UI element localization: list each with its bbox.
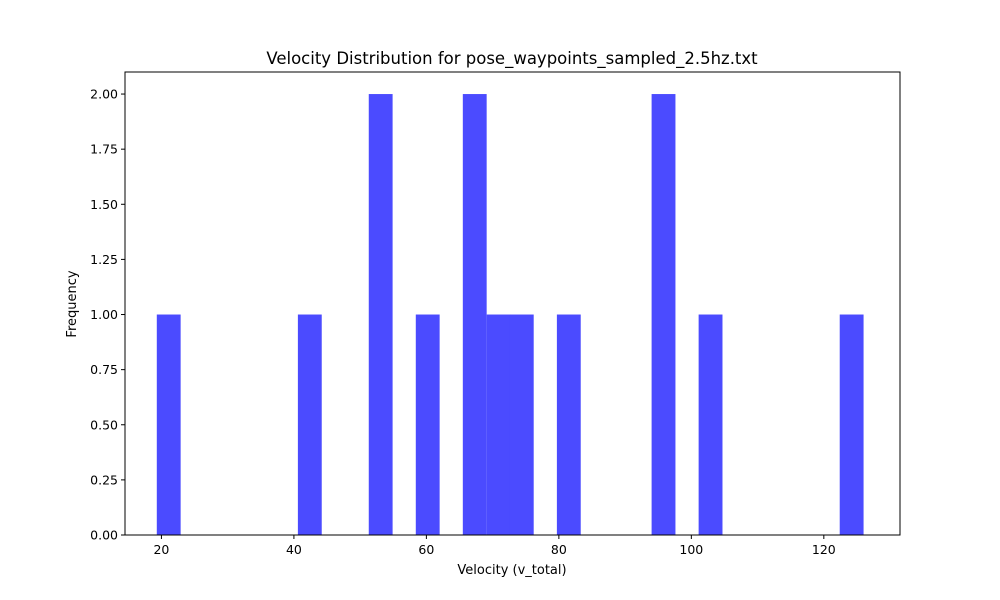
x-tick-label: 100 [679,542,703,557]
plot-frame [124,71,901,536]
y-tick-label: 0.00 [90,528,118,543]
y-tick-label: 1.50 [90,197,118,212]
histogram-bar [509,314,534,535]
chart-title: Velocity Distribution for pose_waypoints… [266,49,758,69]
histogram-bar [839,314,864,535]
bars-group [156,94,864,536]
x-tick-label: 80 [551,542,567,557]
y-axis-label: Frequency [65,270,80,337]
histogram-bar [651,94,676,536]
y-tick-label: 1.75 [90,142,118,157]
y-tick-label: 0.50 [90,417,118,432]
y-tick-label: 2.00 [90,87,118,102]
histogram-bar [698,314,723,535]
x-tick-label: 40 [286,542,302,557]
x-axis-label: Velocity (v_total) [457,563,566,578]
x-tick-label: 120 [812,542,836,557]
x-tick-label: 20 [153,542,169,557]
y-axis-ticks: 0.00 0.25 0.50 0.75 1.00 1.25 1.50 1.75 2.00 [90,87,125,543]
y-tick-label: 0.75 [90,362,118,377]
histogram-bar [297,314,322,535]
y-tick-label: 0.25 [90,472,118,487]
x-axis-ticks: 20 40 60 80 100 120 [153,535,836,557]
histogram-bar [415,314,440,535]
y-tick-label: 1.25 [90,252,118,267]
y-tick-label: 1.00 [90,307,118,322]
x-tick-label: 60 [418,542,434,557]
histogram-bar [462,94,487,536]
histogram-bar [486,314,511,535]
histogram-bar [368,94,393,536]
histogram-bar [156,314,181,535]
histogram-bar [556,314,581,535]
